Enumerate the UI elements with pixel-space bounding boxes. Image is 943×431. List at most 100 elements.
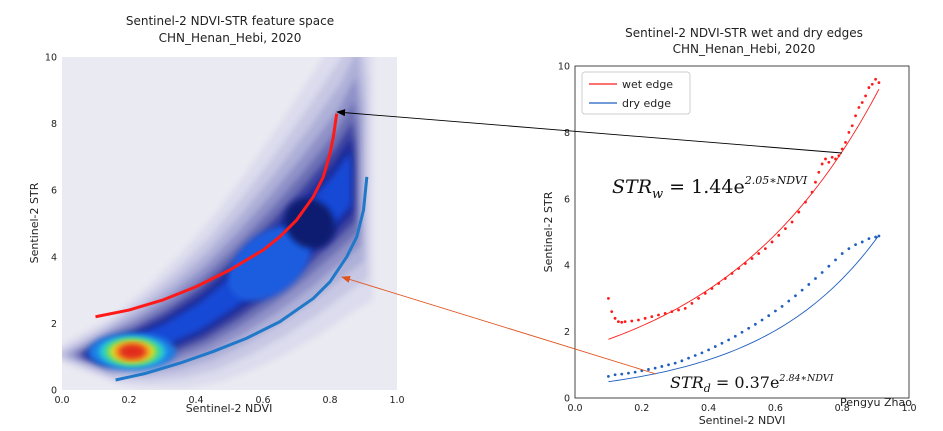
dry-edge-point: [647, 368, 650, 371]
dry-edge-point: [727, 338, 731, 342]
wet-edge-point: [637, 318, 640, 322]
dry-edge-point: [747, 326, 751, 330]
dry-edge-point: [667, 363, 670, 367]
wet-edge-point: [777, 233, 781, 237]
left-x-tick-label: 0.2: [121, 395, 136, 406]
right-x-tick-label: 0.2: [634, 403, 649, 414]
right-series: [607, 77, 881, 383]
wet-edge-point: [784, 227, 787, 231]
dry-edge-point: [740, 330, 744, 334]
wet-edge-point: [750, 257, 754, 260]
dry-edge-point: [834, 258, 837, 262]
right-x-tick-label: 0.6: [768, 403, 783, 414]
left-y-tick-label: 4: [51, 252, 57, 263]
wet-edge-point: [690, 301, 694, 305]
wet-edge-point: [763, 247, 767, 251]
dry-edge-point: [720, 341, 724, 345]
left-x-tick-label: 0.6: [255, 395, 270, 406]
dry-edge-point: [787, 299, 791, 303]
right-x-tick-label: 0.8: [835, 403, 850, 414]
dry-edge-point: [680, 359, 684, 363]
left-y-axis-label: Sentinel-2 STR: [28, 182, 41, 263]
wet-edge-point: [857, 106, 861, 109]
wet-edge-point: [870, 82, 874, 86]
left-y-ticks: 0 2 4 6 8 10: [45, 53, 57, 397]
wet-edge-point: [703, 292, 707, 295]
wet-edge-arrow: [336, 109, 843, 154]
dry-edge-point: [653, 366, 657, 370]
wet-edge-fit-line: [608, 88, 880, 340]
wet-edge-point: [697, 297, 700, 300]
wet-edge-point: [607, 297, 610, 300]
left-x-tick-label: 1.0: [389, 395, 404, 406]
wet-edge-point: [850, 124, 854, 128]
wet-edge-point: [827, 160, 831, 164]
dry-edge-point: [774, 309, 777, 313]
dry-edge-point: [807, 283, 811, 286]
wet-edge-point: [797, 210, 801, 214]
wet-edge-point: [814, 180, 817, 184]
wet-edge-point: [854, 114, 857, 118]
wet-edge-point: [770, 240, 774, 244]
dry-edge-point: [707, 348, 710, 352]
dry-eq-rhs: = 0.37e: [711, 373, 780, 392]
left-chart: Sentinel-2 NDVI-STR feature space CHN_He…: [28, 14, 405, 415]
dry-edge-arrow: [341, 275, 657, 375]
wet-edge-point: [617, 320, 620, 324]
wet-edge-point: [824, 157, 827, 161]
dry-edge-equation: STRd = 0.37e2.84∗NDVI: [670, 373, 834, 395]
dry-edge-point: [767, 314, 771, 318]
left-chart-title: Sentinel-2 NDVI-STR feature space: [126, 14, 334, 28]
author-credit: Pengyu Zhao: [840, 396, 912, 409]
wet-edge-point: [677, 308, 680, 312]
dry-edge-point: [867, 237, 871, 241]
density-band: [68, 76, 361, 371]
left-x-tick-label: 0.4: [188, 395, 203, 406]
density-core: [284, 198, 335, 249]
wet-edge-point: [623, 320, 627, 324]
left-x-tick-label: 0.8: [322, 395, 337, 406]
wet-edge-point: [867, 86, 871, 89]
right-x-tick-label: 1.0: [901, 403, 916, 414]
right-y-tick-label: 10: [558, 62, 570, 73]
dry-edge-point: [874, 235, 877, 239]
wet-edge-point: [830, 155, 834, 159]
dry-edge-point: [800, 288, 804, 292]
dry-edge-point: [840, 252, 844, 255]
dry-eq-lhs: STR: [670, 373, 704, 392]
left-wet-edge-curve: [95, 113, 339, 319]
wet-edge-point: [864, 94, 867, 98]
dry-edge-point: [660, 365, 664, 368]
dry-edge-point: [860, 240, 864, 244]
right-x-ticks: 0.0 0.2 0.4 0.6 0.8 1.0: [567, 403, 916, 414]
wet-edge-point: [817, 170, 821, 174]
right-plot-frame: [574, 65, 910, 399]
wet-eq-sup: 2.05∗NDVI: [744, 174, 808, 187]
wet-edge-equation: STRw = 1.44e2.05∗NDVI: [612, 174, 808, 202]
wet-edge-point: [650, 315, 654, 319]
density-core: [228, 226, 312, 301]
right-chart-title: Sentinel-2 NDVI-STR wet and dry edges: [625, 26, 863, 40]
wet-edge-point: [877, 81, 881, 84]
left-chart-subtitle: CHN_Henan_Hebi, 2020: [159, 31, 302, 45]
right-x-axis-label: Sentinel-2 NDVI: [699, 414, 786, 427]
legend: wet edge dry edge: [581, 71, 691, 115]
dry-edge-point: [780, 304, 784, 308]
wet-edge-point: [844, 140, 847, 144]
wet-edge-point: [874, 77, 877, 81]
left-x-tick-label: 0.0: [54, 395, 69, 406]
dry-edge-point: [733, 334, 737, 338]
right-y-tick-label: 6: [564, 194, 570, 205]
right-y-ticks: 0 2 4 6 8 10: [558, 62, 570, 405]
wet-edge-point: [757, 252, 761, 255]
wet-edge-point: [613, 316, 617, 320]
right-y-tick-label: 2: [564, 327, 570, 338]
dry-edge-point: [854, 243, 857, 247]
left-y-tick-label: 6: [51, 186, 57, 197]
dry-edge-point: [627, 371, 630, 375]
dry-edge-point: [613, 373, 617, 377]
left-x-axis-label: Sentinel-2 NDVI: [186, 402, 273, 415]
left-y-tick-label: 8: [51, 119, 57, 130]
right-chart: Sentinel-2 NDVI-STR wet and dry edges CH…: [542, 26, 917, 427]
